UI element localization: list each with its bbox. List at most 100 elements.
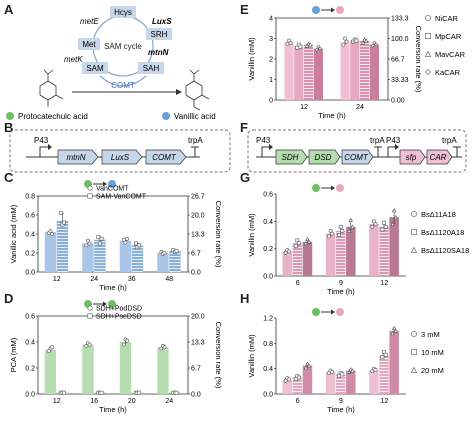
- y-tick-label: 0.0: [25, 270, 35, 277]
- y-tick-label: 2: [269, 57, 273, 64]
- data-point: [341, 42, 346, 47]
- x-axis-label: Time (h): [99, 283, 127, 292]
- legend-label: 10 mM: [421, 348, 444, 357]
- data-point: [125, 338, 129, 343]
- chart-c: 0.0 0.2 0.4 0.6 0.8 0.0 6.7 13.3 20.0 26.7 Convers…: [9, 180, 223, 292]
- y2-tick-label: 13.3: [191, 340, 205, 347]
- legend-label: MavCAR: [435, 50, 466, 59]
- bar-hatch: [335, 374, 346, 394]
- bar: [389, 217, 399, 276]
- legend-label: 20 mM: [421, 366, 444, 375]
- legend-label: VanCOMT: [96, 186, 129, 193]
- y-tick-label: 0.0: [263, 392, 273, 399]
- data-point: [58, 211, 63, 216]
- gene-b-comt: [145, 149, 187, 165]
- legend-marker: [424, 68, 432, 76]
- data-point: [286, 377, 291, 382]
- y-tick-label: 0.4: [263, 366, 273, 373]
- bar: [282, 379, 293, 394]
- x-tick-label: 20: [128, 398, 136, 405]
- y2-tick-label: 133.3: [391, 16, 409, 23]
- bar: [369, 44, 379, 100]
- node-hcys: [110, 6, 136, 18]
- bar-hatch: [56, 220, 69, 272]
- y2-tick-label: 0.0: [191, 392, 201, 399]
- data-point: [390, 330, 395, 336]
- bar-hatch: [379, 226, 389, 276]
- bar-hatch: [304, 44, 314, 100]
- enzyme-mete: metE: [80, 17, 99, 26]
- data-point: [96, 234, 101, 239]
- data-point: [347, 228, 352, 233]
- data-point: [340, 372, 345, 377]
- data-point: [373, 368, 378, 372]
- data-point: [317, 46, 323, 51]
- data-point: [50, 345, 54, 350]
- node-met: [78, 38, 100, 50]
- data-point: [347, 369, 352, 374]
- legend-marker: [425, 33, 431, 39]
- data-point: [133, 241, 138, 246]
- data-point: [288, 41, 293, 45]
- y-tick-label: 0.6: [25, 213, 35, 220]
- y-tick-label: 0.4: [25, 232, 35, 239]
- y2-tick-label: 0.0: [191, 270, 201, 277]
- construct-f-frame: [247, 129, 467, 173]
- bar: [157, 347, 169, 394]
- data-point: [383, 352, 388, 357]
- construct-b-frame: [9, 129, 231, 173]
- x-tick-label: 6: [296, 280, 300, 287]
- data-point: [370, 43, 375, 48]
- gene-f-car-label: CAR: [430, 153, 447, 162]
- data-point: [360, 40, 366, 45]
- data-point: [344, 39, 349, 44]
- promoter-f2-arrowhead: [395, 144, 399, 150]
- legend-label: BsΔ1120SA18: [421, 246, 469, 255]
- legend-label: MpCAR: [435, 32, 462, 41]
- pca-dot: [6, 112, 14, 120]
- vanillic-legend-label: Vanillic acid: [174, 112, 216, 121]
- legend-marker: [410, 366, 418, 373]
- legend-marker: [411, 229, 417, 235]
- title-arrowhead: [331, 185, 335, 191]
- bar: [340, 42, 350, 100]
- data-point: [340, 229, 345, 233]
- chart-d: 0.0 0.2 0.4 0.6 0.0 6.7 13.3 20.0 Conversion rat…: [9, 300, 223, 414]
- data-point: [314, 47, 319, 52]
- y-tick-label: 0.6: [25, 314, 35, 321]
- y2-tick-label: 33.33: [391, 77, 409, 84]
- legend-marker: [411, 211, 417, 217]
- data-point: [364, 38, 369, 43]
- bar: [369, 224, 379, 276]
- bar: [350, 40, 360, 100]
- data-point: [62, 220, 66, 225]
- title-arrowhead: [103, 301, 107, 307]
- x-tick-label: 12: [53, 276, 61, 283]
- data-point: [350, 368, 355, 373]
- x-axis-label: Time (h): [327, 405, 355, 414]
- panel-letter-h: H: [240, 291, 249, 306]
- terminator-f1-label: trpA: [370, 136, 385, 145]
- bar: [294, 46, 304, 100]
- y-tick-label: 1: [269, 77, 273, 84]
- y-tick-label: 0.2: [25, 366, 35, 373]
- bar-hatch: [335, 230, 346, 276]
- legend-label: SDH+PseDSD: [96, 314, 142, 321]
- node-srh: [146, 28, 172, 40]
- panel-letter-c: C: [4, 170, 14, 185]
- node-sah: [138, 62, 164, 74]
- y-tick-label: 3: [269, 36, 273, 43]
- promoter-f1-arrowhead: [269, 144, 273, 150]
- chart-g: 0.0 0.2 0.4 0.6 Vanillin (mM) Time (h) 6 9 12 BsΔ…: [247, 184, 469, 296]
- data-point: [372, 219, 376, 224]
- legend-marker: [87, 305, 93, 311]
- gene-f-dsd: [308, 149, 341, 165]
- node-sam-label: SAM: [86, 64, 104, 73]
- data-point: [98, 241, 102, 246]
- terminator-b-icon: [191, 146, 199, 157]
- panel-letter-d: D: [4, 291, 13, 306]
- data-point: [123, 240, 128, 245]
- gene-f-car: [426, 149, 453, 165]
